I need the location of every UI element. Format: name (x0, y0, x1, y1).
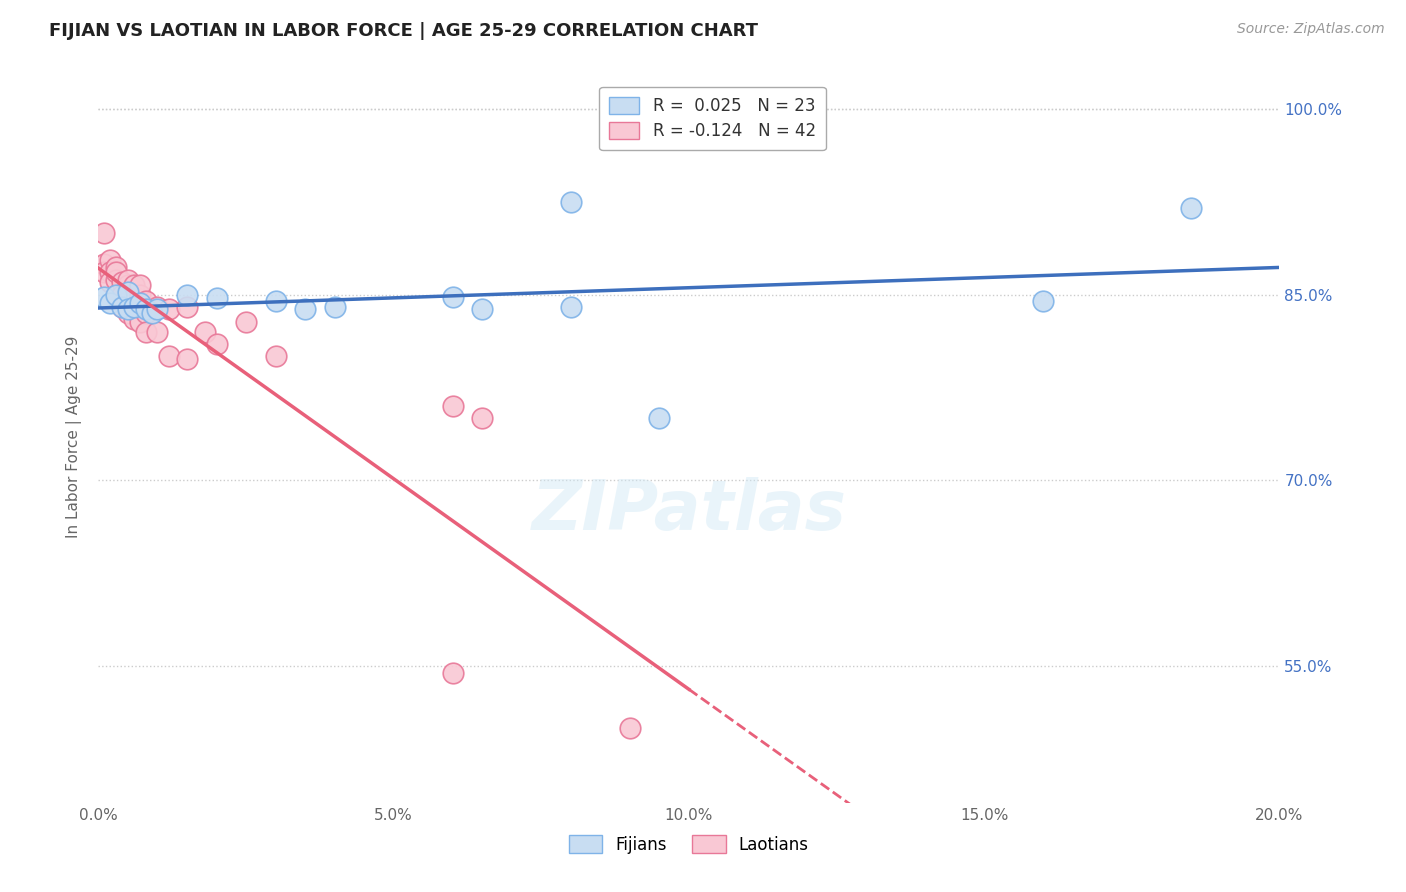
Point (441, 290, 464, 304)
Point (128, 315, 150, 329)
Point (111, 300, 134, 314)
Point (93, 226, 115, 240)
Point (141, 306, 163, 320)
Y-axis label: In Labor Force | Age 25-29: In Labor Force | Age 25-29 (66, 336, 83, 538)
Point (105, 265, 128, 279)
Point (105, 287, 128, 301)
Point (264, 293, 287, 308)
Point (98, 265, 121, 279)
Point (205, 291, 228, 305)
Point (176, 287, 198, 301)
Point (122, 300, 145, 314)
Point (176, 300, 198, 314)
Point (122, 312, 145, 326)
Point (294, 302, 316, 317)
Point (441, 399, 464, 413)
Point (235, 315, 257, 329)
Point (105, 260, 128, 275)
Point (146, 300, 169, 314)
Point (117, 302, 139, 317)
Point (264, 350, 287, 364)
Point (122, 277, 145, 292)
Point (471, 411, 494, 425)
Point (128, 300, 150, 314)
Point (441, 665, 464, 680)
Text: FIJIAN VS LAOTIAN IN LABOR FORCE | AGE 25-29 CORRELATION CHART: FIJIAN VS LAOTIAN IN LABOR FORCE | AGE 2… (49, 22, 758, 40)
Point (128, 287, 150, 301)
Point (98, 296, 121, 310)
Point (128, 296, 150, 310)
Point (176, 351, 198, 366)
Point (146, 325, 169, 339)
Point (1180, 201, 1202, 215)
Point (157, 302, 180, 317)
Text: Source: ZipAtlas.com: Source: ZipAtlas.com (1237, 22, 1385, 37)
Point (111, 287, 134, 301)
Point (111, 275, 134, 289)
Point (98, 275, 121, 289)
Point (135, 325, 157, 339)
Point (135, 306, 157, 320)
Point (117, 285, 139, 299)
Point (93, 265, 115, 279)
Point (105, 287, 128, 301)
Point (157, 350, 180, 364)
Point (648, 411, 671, 425)
Point (471, 302, 494, 317)
Point (619, 722, 641, 736)
Point (117, 293, 139, 308)
Point (93, 290, 115, 304)
Text: ZIPatlas: ZIPatlas (531, 476, 846, 544)
Point (146, 302, 169, 317)
Point (111, 300, 134, 314)
Point (560, 300, 582, 314)
Point (205, 337, 228, 351)
Point (117, 277, 139, 292)
Point (194, 325, 217, 339)
Point (122, 300, 145, 314)
Point (135, 302, 157, 317)
Point (1032, 293, 1054, 308)
Point (560, 194, 582, 209)
Point (122, 290, 145, 304)
Legend: Fijians, Laotians: Fijians, Laotians (562, 829, 815, 860)
Point (135, 293, 157, 308)
Point (105, 272, 128, 286)
Point (93, 256, 115, 270)
Point (117, 272, 139, 286)
Point (98, 252, 121, 267)
Point (117, 306, 139, 320)
Point (128, 277, 150, 292)
Point (323, 300, 346, 314)
